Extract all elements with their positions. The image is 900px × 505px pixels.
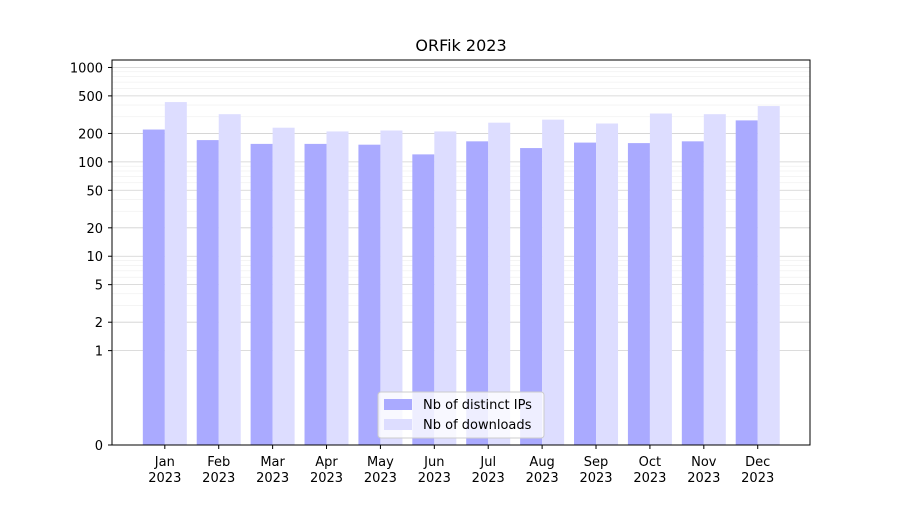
legend-swatch <box>384 419 412 430</box>
y-tick-label: 50 <box>86 184 103 199</box>
bar-ips-11 <box>735 120 758 445</box>
bar-ips-1 <box>196 140 219 445</box>
bar-downloads-3 <box>326 131 349 445</box>
bar-ips-10 <box>681 141 704 446</box>
y-tick-label: 1000 <box>70 61 103 76</box>
bars <box>142 102 780 446</box>
bar-ips-8 <box>574 142 597 445</box>
y-tick-label: 1 <box>95 345 103 360</box>
bar-downloads-6 <box>488 122 511 446</box>
x-tick-label-year: 2023 <box>579 471 612 486</box>
bar-downloads-4 <box>380 130 403 446</box>
axes <box>111 59 811 446</box>
legend-swatch <box>384 399 412 410</box>
x-tick-label-month: Feb <box>207 455 230 470</box>
bar-downloads-11 <box>757 106 780 445</box>
bar-downloads-1 <box>218 114 241 445</box>
x-tick-label-month: Jan <box>154 455 175 470</box>
x-tick-label-month: Jul <box>479 455 496 470</box>
y-tick-label: 5 <box>95 279 103 294</box>
x-tick-label-year: 2023 <box>364 471 397 486</box>
x-tick-label-month: Dec <box>745 455 770 470</box>
legend-label: Nb of downloads <box>423 418 532 433</box>
x-tick-label-year: 2023 <box>418 471 451 486</box>
bar-downloads-10 <box>703 114 726 445</box>
legend: Nb of distinct IPs Nb of downloads <box>377 391 545 439</box>
bar-downloads-9 <box>649 113 672 445</box>
tick-labels: 01251020501002005001000Jan2023Feb2023Mar… <box>70 61 774 486</box>
x-tick-label-month: Aug <box>529 455 554 470</box>
y-tick-label: 100 <box>78 156 103 171</box>
x-tick-label-month: Mar <box>260 455 285 470</box>
plot-frame <box>111 59 811 446</box>
bar-downloads-0 <box>164 102 187 445</box>
x-tick-label-year: 2023 <box>633 471 666 486</box>
x-tick-label-year: 2023 <box>310 471 343 486</box>
y-tick-label: 2 <box>95 316 103 331</box>
x-tick-label-month: May <box>367 455 394 470</box>
x-tick-label-month: Oct <box>639 455 661 470</box>
bar-ips-0 <box>142 129 165 446</box>
bar-ips-6 <box>466 141 489 446</box>
x-tick-label-month: Jun <box>423 455 444 470</box>
bar-downloads-5 <box>434 131 457 445</box>
legend-label: Nb of distinct IPs <box>423 398 532 413</box>
y-tick-label: 500 <box>78 90 103 105</box>
x-tick-label-year: 2023 <box>202 471 235 486</box>
bar-downloads-2 <box>272 127 295 445</box>
y-tick-label: 0 <box>95 439 103 454</box>
x-tick-label-year: 2023 <box>687 471 720 486</box>
x-tick-label-year: 2023 <box>472 471 505 486</box>
bar-ips-9 <box>627 143 650 445</box>
bar-ips-5 <box>412 154 435 445</box>
y-tick-label: 10 <box>86 250 103 265</box>
chart-title: ORFik 2023 <box>415 36 506 55</box>
x-tick-label-month: Sep <box>584 455 609 470</box>
x-tick-label-year: 2023 <box>148 471 181 486</box>
x-tick-label-month: Apr <box>315 455 338 470</box>
bar-downloads-8 <box>596 123 619 446</box>
y-tick-label: 20 <box>86 222 103 237</box>
x-tick-label-year: 2023 <box>741 471 774 486</box>
x-tick-label-year: 2023 <box>526 471 559 486</box>
bar-ips-3 <box>304 143 327 445</box>
x-tick-label-month: Nov <box>691 455 717 470</box>
legend-box <box>377 391 545 439</box>
bar-downloads-7 <box>542 119 565 445</box>
bar-ips-2 <box>250 143 273 445</box>
bar-ips-7 <box>520 148 543 445</box>
bar-ips-4 <box>358 144 381 445</box>
x-tick-label-year: 2023 <box>256 471 289 486</box>
y-tick-label: 200 <box>78 127 103 142</box>
